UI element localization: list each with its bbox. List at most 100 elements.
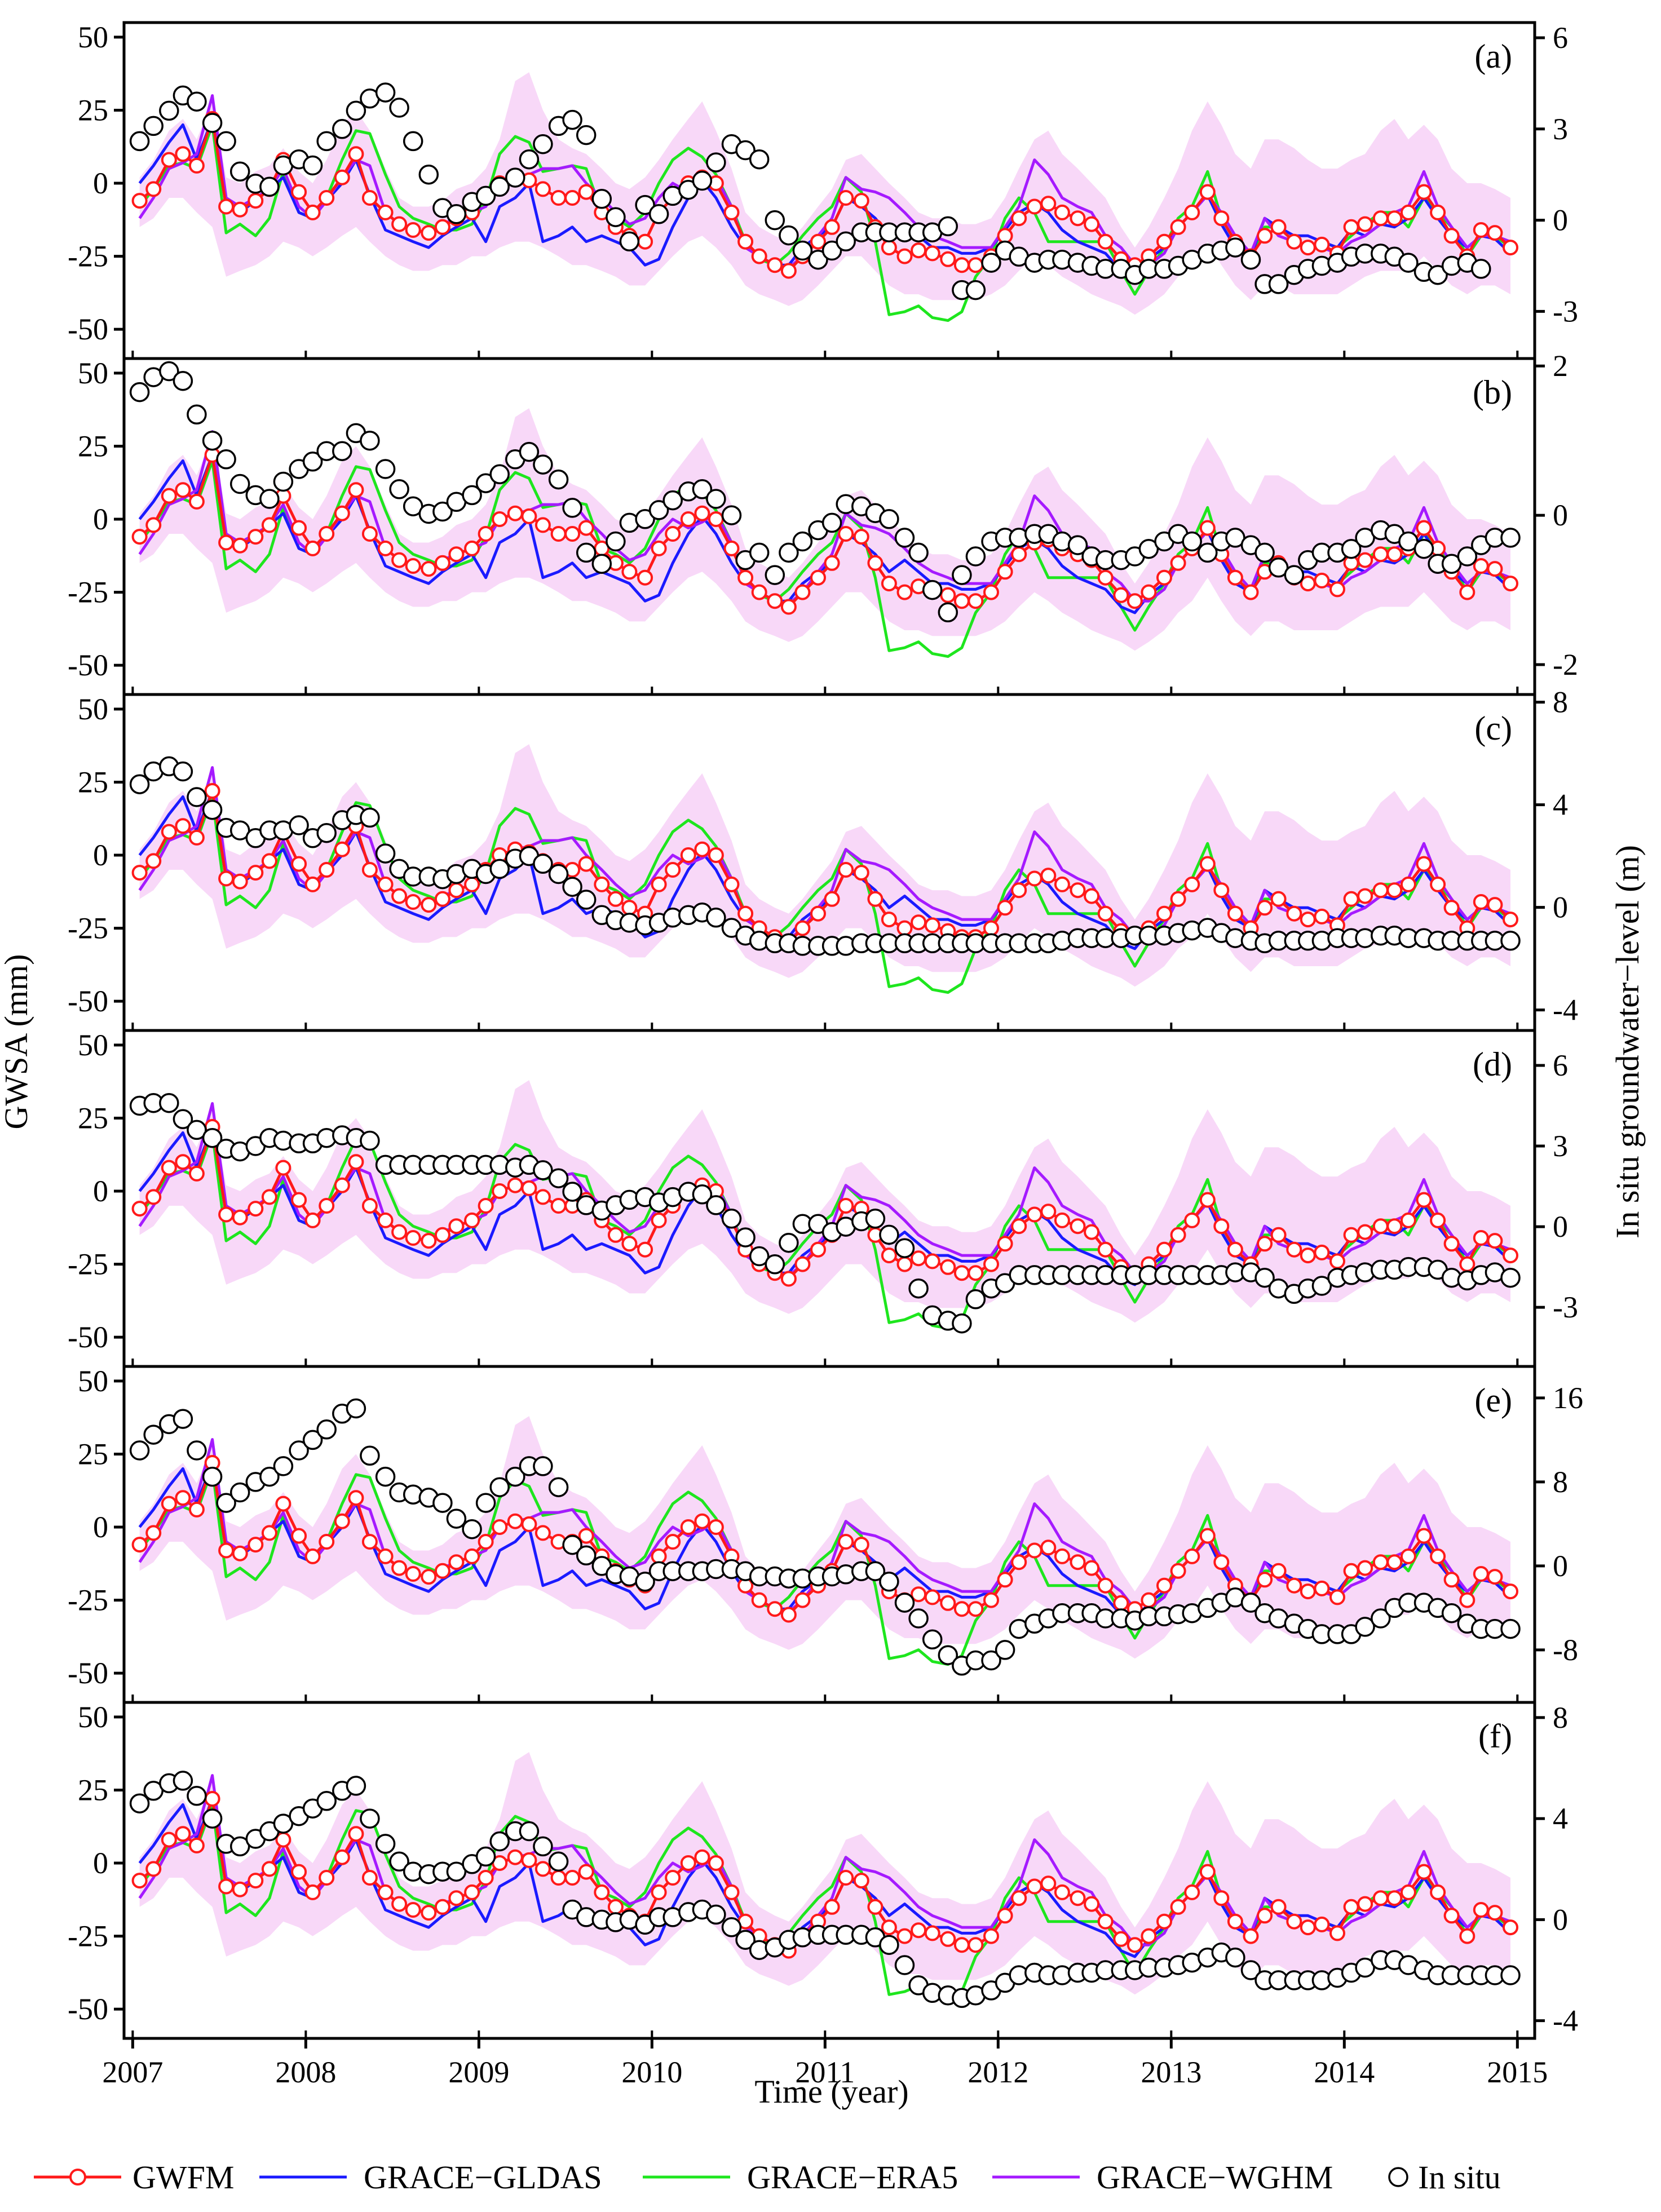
insitu-point <box>779 1232 799 1253</box>
panel-label: (d) <box>1473 1046 1512 1083</box>
gwfm-point <box>1097 1577 1114 1594</box>
insitu-point <box>1398 253 1419 273</box>
gwfm-point <box>464 876 480 892</box>
panel-frame <box>122 1701 1536 2040</box>
insitu-point <box>952 1313 972 1334</box>
gwfm-point <box>794 920 811 936</box>
gwfm-point <box>1314 908 1330 924</box>
insitu-point <box>1240 1592 1261 1613</box>
insitu-point <box>475 1493 496 1513</box>
gwfm-point <box>448 882 465 899</box>
insitu-point <box>302 155 323 176</box>
insitu-point <box>606 531 626 552</box>
insitu-point <box>489 176 510 197</box>
gwfm-point <box>361 862 378 878</box>
insitu-point <box>749 542 770 563</box>
gwfm-point <box>218 1542 235 1559</box>
gwfm-point <box>1213 1890 1230 1906</box>
gwfm-point <box>911 914 927 931</box>
gwfm-point <box>896 1928 913 1944</box>
insitu-point <box>706 1904 726 1925</box>
gwfm-point <box>361 1198 378 1214</box>
gwfm-point <box>391 216 408 232</box>
insitu-point <box>187 91 207 112</box>
gwfm-point <box>304 204 321 220</box>
insitu-point <box>202 1808 223 1829</box>
legend-marker <box>69 2169 86 2186</box>
insitu-point <box>216 449 236 470</box>
gwfm-point <box>1286 233 1302 250</box>
right-tick-label: 8 <box>1553 1701 1568 1735</box>
gwfm-point <box>1156 569 1172 586</box>
x-tick-label: 2011 <box>795 2055 855 2089</box>
gwfm-point <box>1170 555 1186 571</box>
gwfm-point <box>983 1592 999 1608</box>
gwfm-point <box>1487 1233 1503 1249</box>
gwfm-point <box>896 248 913 264</box>
insitu-point <box>229 820 250 840</box>
left-tick-label: -50 <box>68 984 108 1018</box>
gwfm-point <box>1127 593 1143 609</box>
insitu-point <box>446 1861 467 1882</box>
gwfm-point <box>1300 1919 1316 1936</box>
gwfm-point <box>1141 584 1157 600</box>
gwfm-point <box>434 891 450 907</box>
gwfm-point <box>1430 1212 1446 1228</box>
gwfm-point <box>391 1896 408 1912</box>
gwfm-point <box>607 1227 624 1243</box>
insitu-point <box>173 1771 193 1791</box>
gwfm-point <box>1503 1583 1518 1600</box>
gwfm-point <box>810 569 826 586</box>
insitu-point <box>779 225 799 246</box>
gwfm-point <box>248 193 264 209</box>
insitu-point <box>965 546 986 567</box>
gwfm-point <box>534 517 551 533</box>
gwfm-point <box>881 1247 897 1264</box>
insitu-point <box>922 1629 943 1650</box>
insitu-point <box>1471 259 1491 279</box>
legend-marker <box>1388 2167 1408 2187</box>
gwfm-point <box>594 1884 610 1900</box>
gwfm-point <box>319 1870 335 1886</box>
gwfm-point <box>348 146 364 162</box>
gwfm-point <box>1329 1925 1345 1941</box>
left-tick-label: 0 <box>93 1174 108 1208</box>
gwfm-point <box>1357 552 1373 568</box>
gwfm-point <box>1473 222 1489 238</box>
gwfm-point <box>997 1572 1013 1588</box>
gwfm-point <box>1097 233 1114 250</box>
insitu-point <box>432 1493 453 1513</box>
panel-label: (c) <box>1474 710 1512 747</box>
gwfm-point <box>1184 876 1200 892</box>
gwfm-point <box>291 184 307 200</box>
insitu-point <box>259 489 280 509</box>
gwfm-point <box>1473 894 1489 910</box>
insitu-point <box>879 1935 899 1955</box>
gwfm-point <box>1386 1218 1403 1235</box>
gwfm-point <box>534 181 551 197</box>
gwfm-point <box>145 853 162 869</box>
gwfm-point <box>780 1271 797 1287</box>
legend-item-insitu: In situ <box>1388 2159 1501 2196</box>
insitu-point <box>129 382 150 402</box>
insitu-point <box>489 464 510 485</box>
insitu-point <box>475 1846 496 1867</box>
gwfm-point <box>492 1183 508 1199</box>
gwfm-point <box>218 1878 235 1895</box>
insitu-point <box>606 207 626 227</box>
gwfm-point <box>1357 1896 1373 1912</box>
right-tick-label: -8 <box>1553 1633 1578 1667</box>
gwfm-point <box>1227 905 1243 922</box>
gwfm-point <box>1443 228 1460 244</box>
gwfm-point <box>1314 572 1330 589</box>
gwfm-point <box>1443 900 1460 916</box>
gwfm-point <box>578 520 594 536</box>
insitu-point <box>489 1831 510 1852</box>
panel-0: 50 25 0 -25 -50 6 3 0 -3 (a) <box>68 20 1578 360</box>
insitu-point <box>792 531 813 552</box>
x-tick-label: 2012 <box>968 2055 1028 2089</box>
gwfm-point <box>464 540 480 556</box>
gwfm-point <box>1487 561 1503 577</box>
gwfm-point <box>997 900 1013 916</box>
gwfm-point <box>1156 1241 1172 1258</box>
